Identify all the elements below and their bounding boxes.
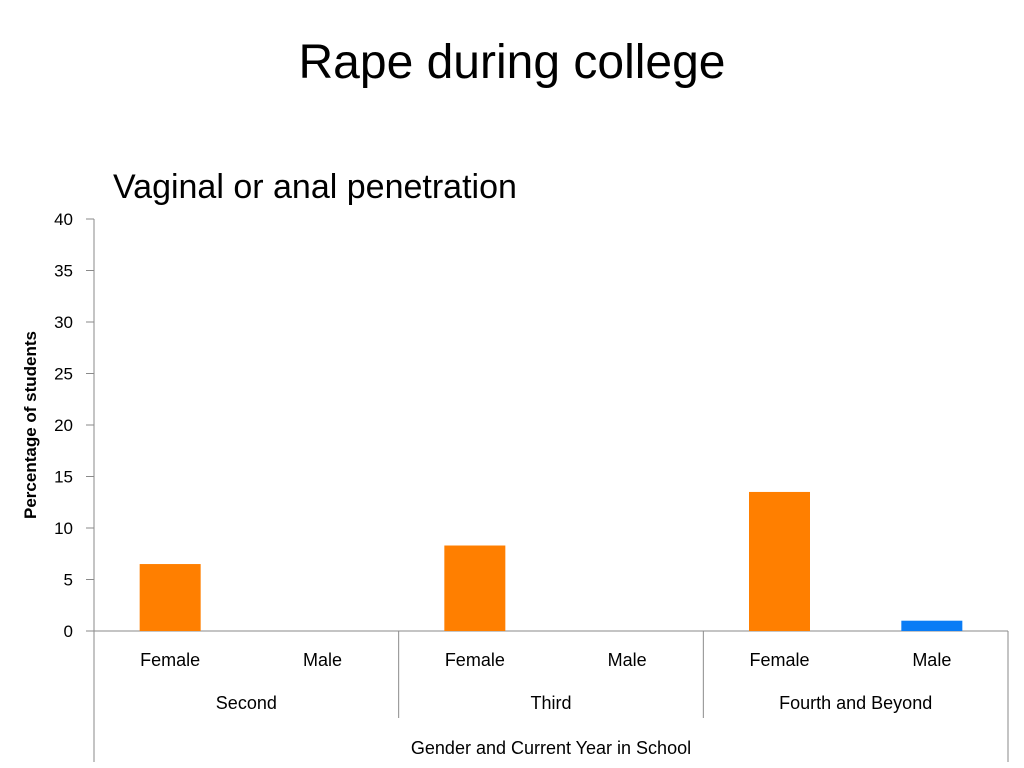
bars xyxy=(139,491,963,631)
y-tick-label: 5 xyxy=(64,571,73,590)
y-tick-label: 0 xyxy=(64,622,73,641)
y-tick-label: 10 xyxy=(54,519,73,538)
bar-third-female xyxy=(444,545,506,631)
x-tick-label: Female xyxy=(140,650,200,670)
x-group-label: Third xyxy=(530,693,571,713)
x-group-label: Second xyxy=(216,693,277,713)
y-tick-label: 40 xyxy=(54,210,73,229)
y-tick-label: 35 xyxy=(54,262,73,281)
bar-fourth-and-beyond-female xyxy=(749,491,810,631)
y-tick-label: 25 xyxy=(54,365,73,384)
y-tick-label: 20 xyxy=(54,416,73,435)
slide-title: Rape during college xyxy=(298,36,726,89)
x-tick-label: Male xyxy=(303,650,342,670)
x-tick-label: Female xyxy=(445,650,505,670)
y-axis-label: Percentage of students xyxy=(21,331,40,519)
x-tick-label: Female xyxy=(749,650,809,670)
x-group-label: Fourth and Beyond xyxy=(779,693,932,713)
y-ticks: 0 5 10 15 20 25 30 35 40 xyxy=(54,210,94,641)
x-tick-label: Male xyxy=(608,650,647,670)
y-tick-label: 15 xyxy=(54,468,73,487)
bar-fourth-and-beyond-male xyxy=(901,620,963,631)
bar-second-female xyxy=(139,564,201,631)
chart-title: Vaginal or anal penetration xyxy=(113,168,517,206)
x-axis-label: Gender and Current Year in School xyxy=(411,738,691,758)
y-tick-label: 30 xyxy=(54,313,73,332)
x-tick-label: Male xyxy=(912,650,951,670)
x-category-labels: Female Male Female Male Female Male Second Thir… xyxy=(93,631,1009,762)
